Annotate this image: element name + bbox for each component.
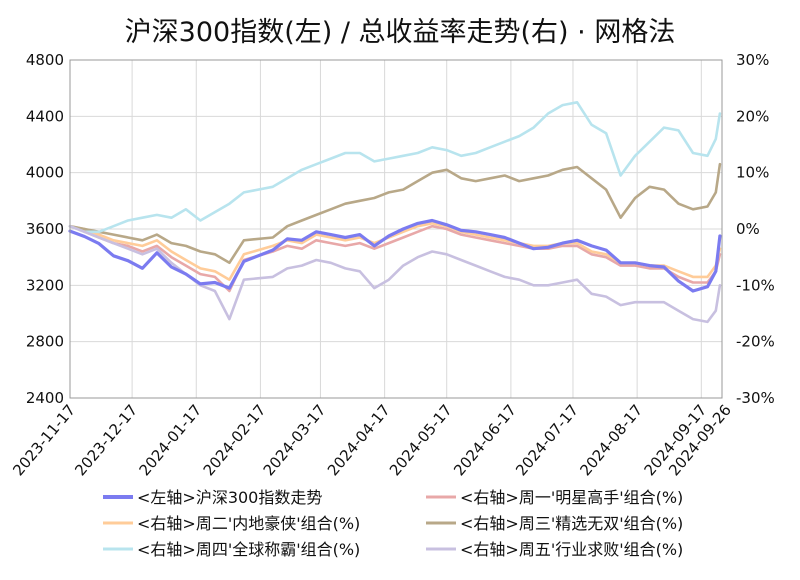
legend-label: <右轴>周三'精选无双'组合(%) — [460, 514, 683, 533]
legend-label: <右轴>周五'行业求败'组合(%) — [460, 540, 683, 559]
right-tick-label: -20% — [736, 333, 775, 351]
legend-label: <右轴>周二'内地豪侠'组合(%) — [137, 514, 360, 533]
right-tick-label: 0% — [736, 220, 760, 238]
legend-label: <左轴>沪深300指数走势 — [137, 488, 322, 507]
left-tick-label: 4000 — [26, 164, 64, 182]
series-line-0 — [68, 218, 722, 293]
series-line-4 — [68, 101, 722, 234]
chart-title: 沪深300指数(左) / 总收益率走势(右) · 网格法 — [125, 17, 676, 48]
left-tick-label: 2400 — [26, 389, 64, 407]
series-line-1 — [68, 224, 722, 293]
right-tick-label: 20% — [736, 107, 769, 125]
series-line-5 — [68, 224, 722, 324]
series-line-3 — [68, 162, 722, 265]
left-tick-label: 2800 — [26, 333, 64, 351]
left-tick-label: 4400 — [26, 107, 64, 125]
legend-label: <右轴>周一'明星高手'组合(%) — [460, 488, 683, 507]
plot-frame — [69, 59, 723, 399]
right-tick-label: -30% — [736, 389, 775, 407]
legend: <左轴>沪深300指数走势 <右轴>周一'明星高手'组合(%) <右轴>周二'内地豪… — [103, 488, 683, 559]
right-tick-label: -10% — [736, 276, 775, 294]
left-tick-label: 4800 — [26, 51, 64, 69]
left-tick-label: 3200 — [26, 276, 64, 294]
right-tick-label: 10% — [736, 164, 769, 182]
left-tick-label: 3600 — [26, 220, 64, 238]
plot-area — [68, 101, 722, 324]
right-tick-label: 30% — [736, 51, 769, 69]
legend-label: <右轴>周四'全球称霸'组合(%) — [137, 540, 360, 559]
